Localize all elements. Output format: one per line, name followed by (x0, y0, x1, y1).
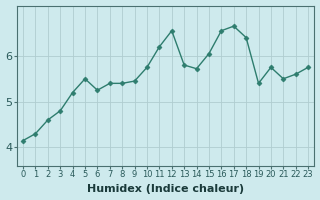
X-axis label: Humidex (Indice chaleur): Humidex (Indice chaleur) (87, 184, 244, 194)
